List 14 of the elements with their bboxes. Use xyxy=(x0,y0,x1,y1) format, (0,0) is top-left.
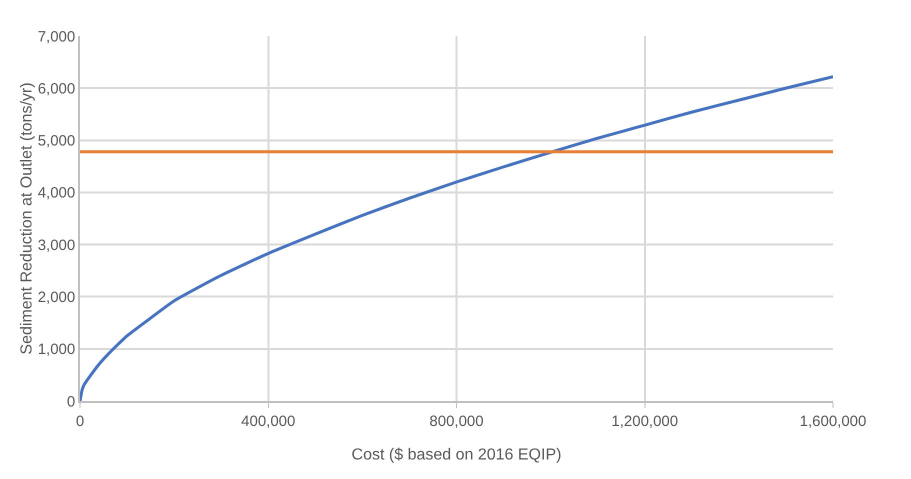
y-tick-label: 6,000 xyxy=(38,80,76,98)
y-tick-label: 1,000 xyxy=(38,341,76,358)
y-tick-label: 4,000 xyxy=(38,184,76,202)
y-tick-label: 2,000 xyxy=(38,288,76,306)
x-tick-label: 800,000 xyxy=(429,412,484,430)
y-tick-label: 0 xyxy=(66,393,76,410)
y-tick-label: 7,000 xyxy=(38,28,76,46)
y-tick-label: 3,000 xyxy=(38,236,76,254)
y-tick-label: 5,000 xyxy=(38,132,76,150)
x-axis-title: Cost ($ based on 2016 EQIP) xyxy=(352,446,562,464)
x-tick-label: 400,000 xyxy=(241,412,296,430)
x-tick-label: 1,600,000 xyxy=(800,412,866,430)
y-axis-title: Sediment Reduction at Outlet (tons/yr) xyxy=(18,82,36,355)
x-tick-label: 1,200,000 xyxy=(611,412,678,430)
